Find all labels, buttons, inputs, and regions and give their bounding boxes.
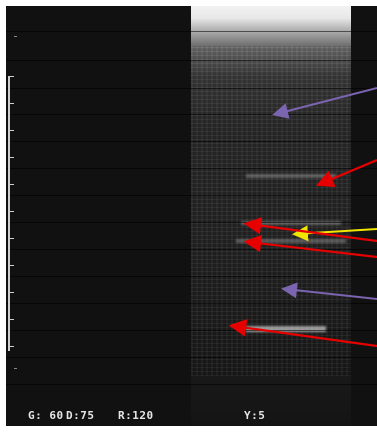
scan-line	[6, 31, 377, 32]
red-arrow-4	[228, 319, 377, 348]
echo-band	[236, 239, 346, 243]
scan-line	[6, 384, 377, 385]
scan-line	[6, 249, 377, 250]
scan-line	[6, 168, 377, 169]
ultrasound-scan-region	[191, 6, 351, 426]
edge-marker	[14, 368, 17, 369]
purple-arrow-upper	[272, 87, 377, 119]
edge-marker	[14, 36, 17, 37]
depth-scale-tick	[10, 184, 14, 185]
red-arrow-3	[243, 234, 377, 259]
echo-band-bright	[246, 326, 326, 332]
zoom-label: Y:5	[244, 409, 266, 422]
scan-line	[6, 222, 377, 223]
scan-line	[6, 141, 377, 142]
depth-scale-tick	[10, 130, 14, 131]
depth-scale-tick	[10, 157, 14, 158]
scan-line	[6, 303, 377, 304]
gain-label: G: 60	[28, 409, 64, 422]
red-arrow-2	[243, 217, 377, 243]
depth-scale-tick	[10, 292, 14, 293]
echo-band	[241, 221, 341, 225]
depth-scale-tick	[10, 319, 14, 320]
depth-scale-tick	[10, 103, 14, 104]
depth-scale-tick	[10, 346, 14, 347]
ultrasound-screen: G: 60 D:75 R:120 Y:5	[6, 6, 377, 426]
echo-band	[246, 174, 336, 178]
depth-scale	[8, 76, 10, 351]
depth-label: D:75	[66, 409, 95, 422]
scan-line	[6, 60, 377, 61]
range-label: R:120	[118, 409, 154, 422]
scan-line	[6, 88, 377, 89]
depth-scale-tick	[10, 265, 14, 266]
depth-scale-tick	[10, 238, 14, 239]
scan-line	[6, 114, 377, 115]
scan-line	[6, 195, 377, 196]
scan-line	[6, 330, 377, 331]
depth-scale-tick	[10, 76, 14, 77]
red-arrow-1	[315, 158, 377, 187]
depth-scale-tick	[10, 211, 14, 212]
purple-arrow-lower	[281, 282, 377, 300]
scan-line	[6, 357, 377, 358]
scan-line	[6, 276, 377, 277]
